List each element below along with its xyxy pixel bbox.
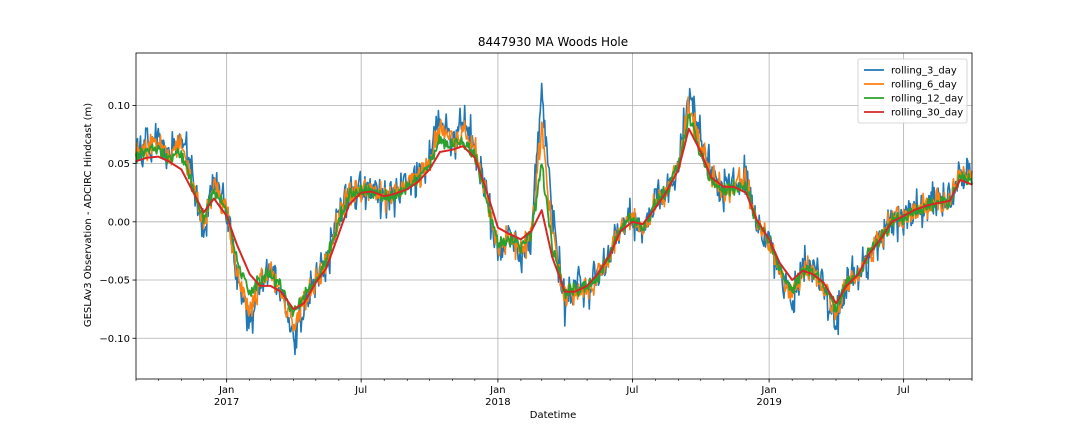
y-tick-label: 0.10 <box>108 101 130 112</box>
series-line-rolling-30-day <box>135 127 973 311</box>
series-line-rolling-12-day <box>135 113 973 318</box>
x-tick-label: Jul <box>897 385 910 396</box>
legend-label: rolling_3_day <box>891 66 957 77</box>
y-tick-label: −0.05 <box>99 276 130 287</box>
x-tick-label: Jul <box>354 385 367 396</box>
y-axis-label: GESLAv3 Observation - ADCIRC Hindcast (m… <box>83 103 94 327</box>
plot-frame <box>135 52 973 380</box>
y-tick-label: −0.10 <box>99 334 130 345</box>
x-tick-label: Jul <box>625 385 638 396</box>
x-tick-year-label: 2017 <box>214 397 239 408</box>
legend-label: rolling_30_day <box>891 108 963 119</box>
x-tick-year-label: 2019 <box>756 397 781 408</box>
x-axis-label: Datetime <box>530 410 577 421</box>
legend-box <box>857 58 968 124</box>
legend-label: rolling_6_day <box>891 80 957 91</box>
x-tick-label: Jan <box>489 385 505 396</box>
chart-title: 8447930 MA Woods Hole <box>478 35 628 49</box>
legend-label: rolling_12_day <box>891 94 963 105</box>
x-tick-year-label: 2018 <box>485 397 510 408</box>
series-layer <box>135 82 973 356</box>
x-tick-label: Jan <box>218 385 234 396</box>
y-tick-label: 0.05 <box>108 159 130 170</box>
x-tick-label: Jan <box>760 385 776 396</box>
y-tick-label: 0.00 <box>108 217 130 228</box>
legend: rolling_3_day rolling_6_day rolling_12_day… <box>857 58 968 124</box>
